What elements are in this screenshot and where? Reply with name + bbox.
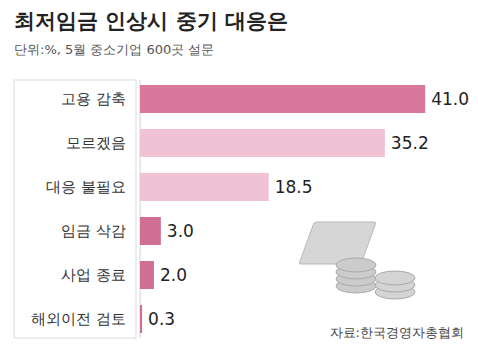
bar: [140, 305, 142, 333]
category-label: 모르겠음: [66, 134, 126, 152]
category-label: 해외이전 검토: [31, 310, 126, 328]
bar: [140, 217, 161, 245]
category-label: 고용 감축: [61, 90, 126, 108]
money-icon: [299, 222, 415, 299]
category-label: 임금 삭감: [61, 222, 126, 240]
title: 최저임금 인상시 중기 대응은: [14, 9, 288, 33]
axis-line: [140, 80, 141, 338]
data-label: 3.0: [167, 221, 194, 241]
bar: [140, 85, 425, 113]
category-label: 사업 종료: [61, 266, 126, 284]
data-label: 2.0: [160, 265, 187, 285]
subtitle: 단위:%, 5월 중소기업 600곳 설문: [14, 42, 214, 57]
data-label: 18.5: [275, 177, 313, 197]
bar: [140, 173, 269, 201]
bar: [140, 129, 385, 157]
data-label: 41.0: [431, 89, 469, 109]
source-note: 자료:한국경영자총협회: [330, 325, 464, 340]
bar: [140, 261, 154, 289]
plot-area: [140, 85, 425, 333]
category-label: 대응 불필요: [46, 178, 126, 196]
data-label: 35.2: [391, 133, 429, 153]
label-panel: [14, 80, 136, 338]
data-label: 0.3: [148, 309, 175, 329]
chart: 최저임금 인상시 중기 대응은단위:%, 5월 중소기업 600곳 설문고용 감…: [0, 0, 478, 357]
